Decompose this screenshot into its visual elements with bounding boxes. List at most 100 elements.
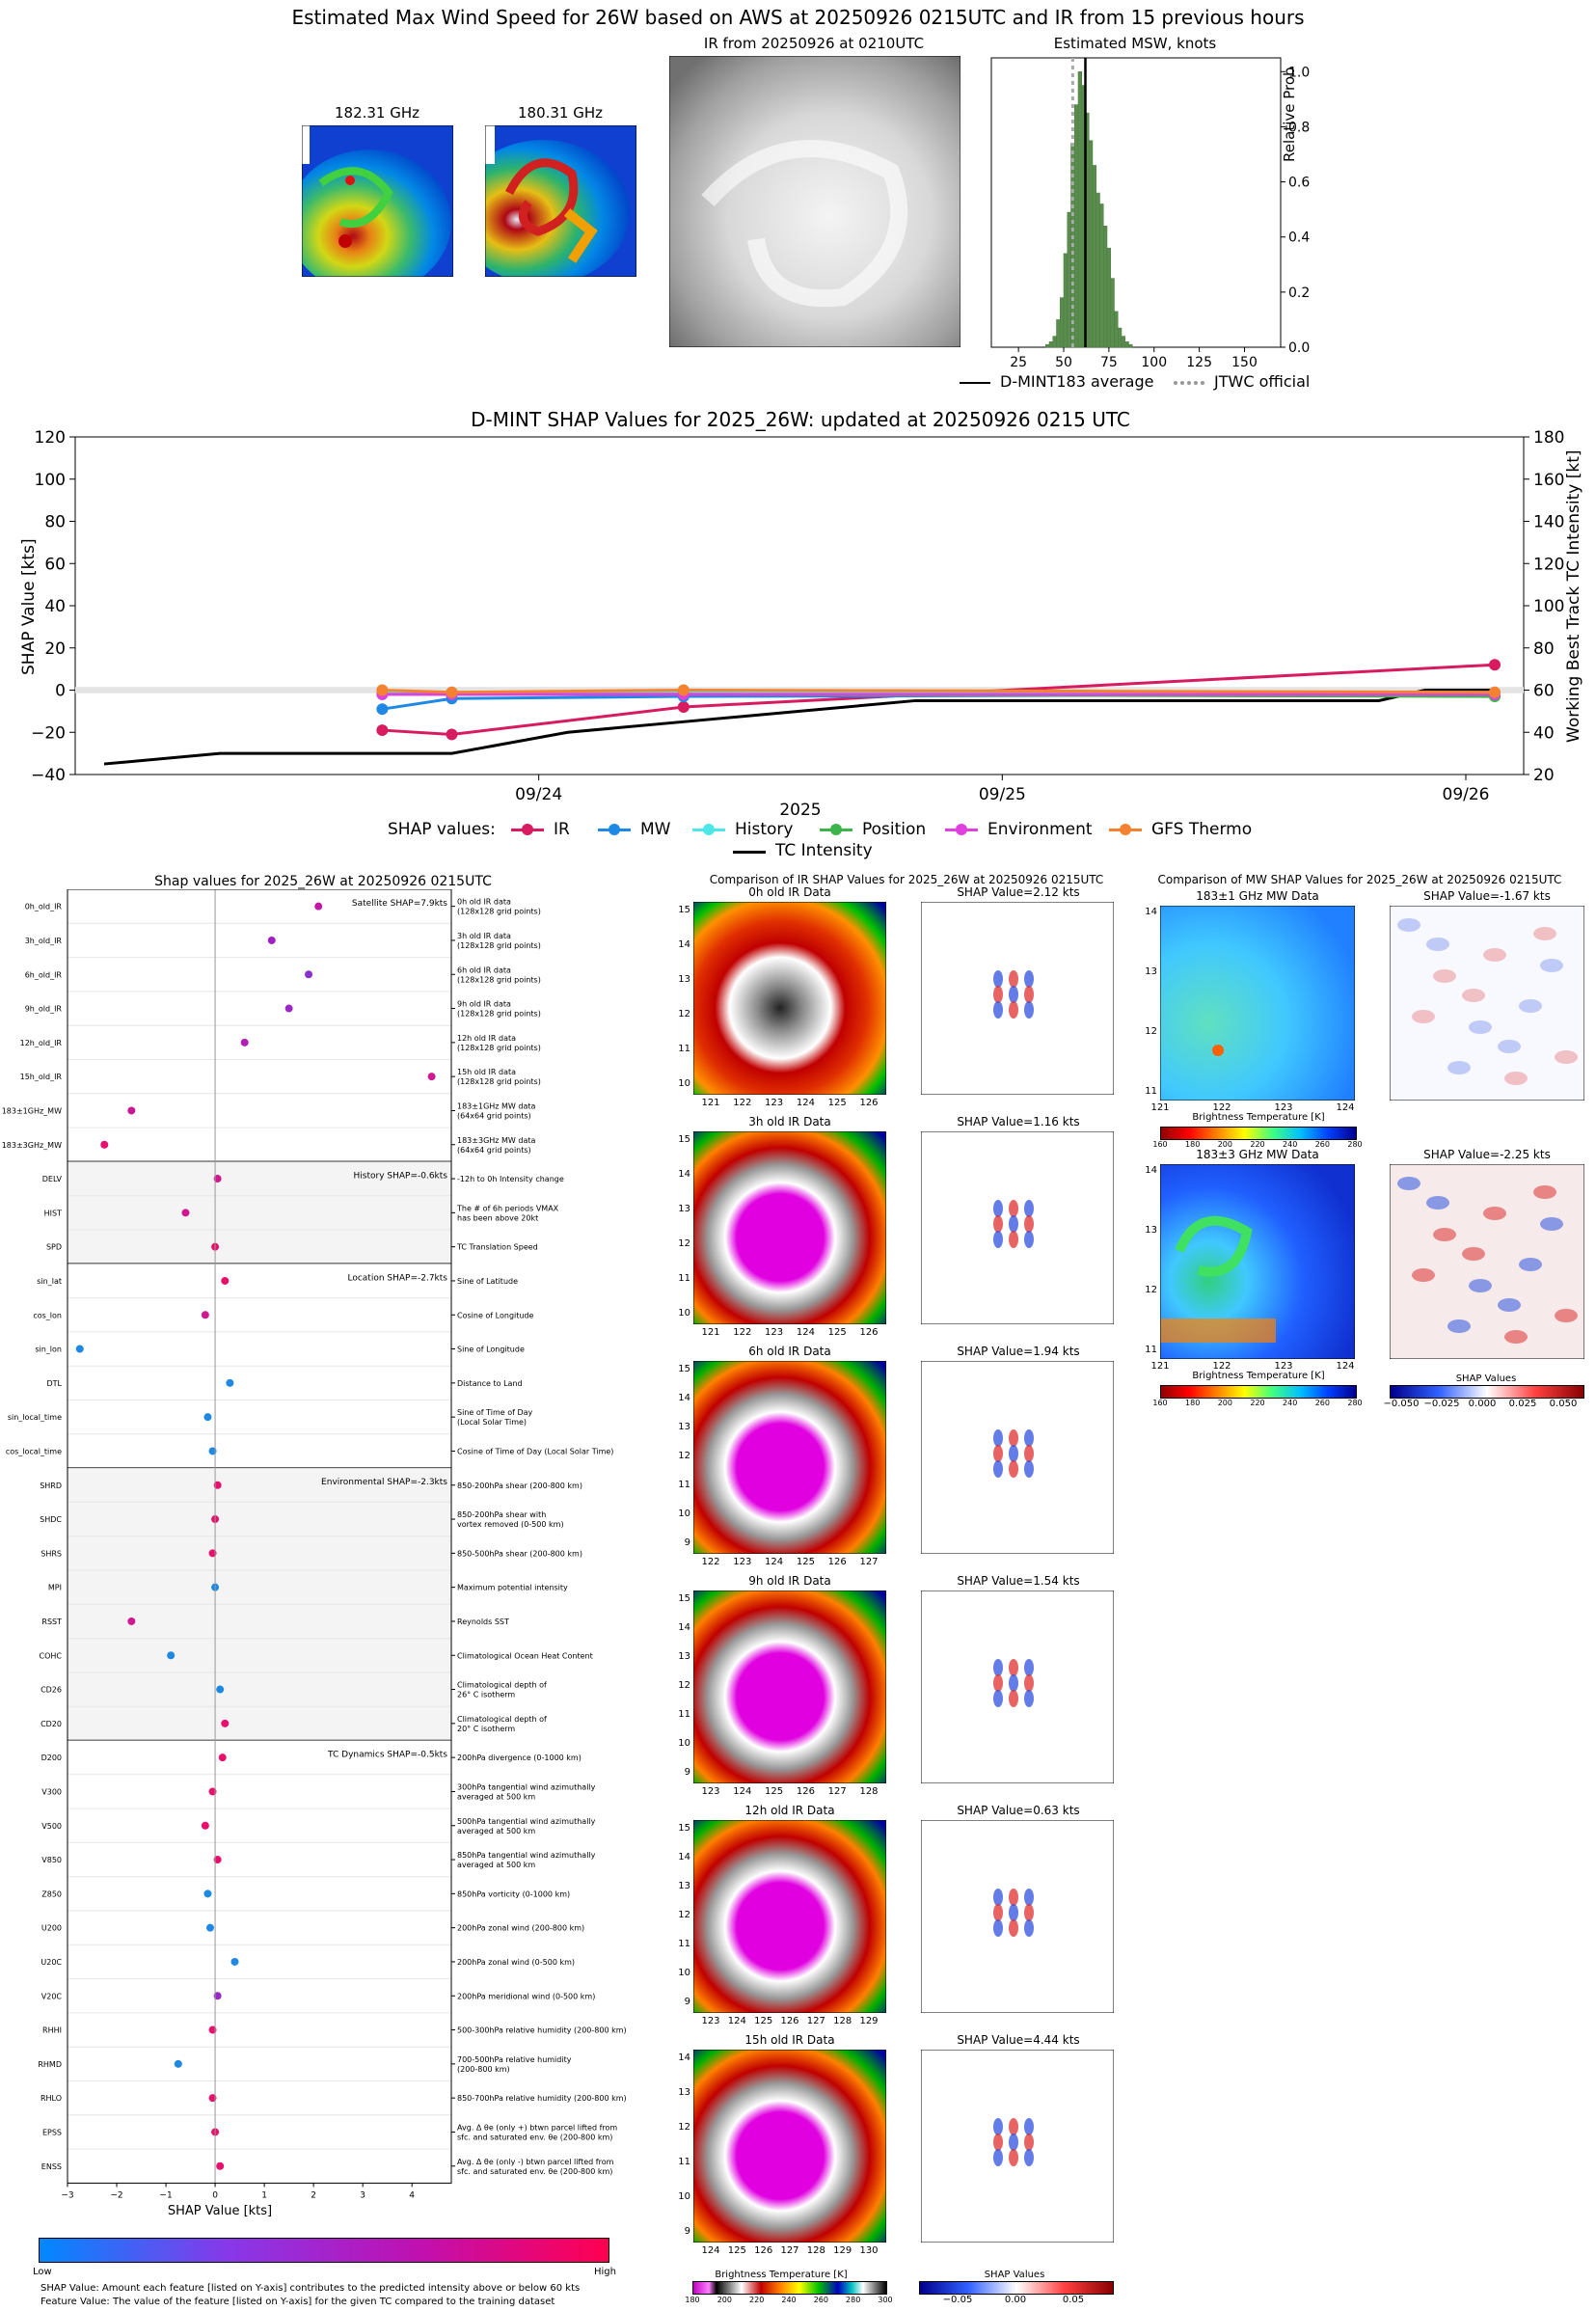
ir-ytick-label: 13 bbox=[678, 1881, 690, 1891]
series-point bbox=[376, 724, 389, 737]
ts-xtick-label: 09/26 bbox=[1443, 785, 1490, 804]
ir-xtick-label: 123 bbox=[701, 1786, 720, 1797]
mw-cbar-tick: 200 bbox=[1217, 1399, 1232, 1407]
feat-row-name: SHRD bbox=[40, 1482, 62, 1490]
feat-row-name: 9h_old_IR bbox=[25, 1005, 63, 1014]
series-point bbox=[1489, 659, 1501, 671]
ir-cmp-title: Comparison of IR SHAP Values for 2025_26… bbox=[709, 873, 1104, 886]
ts-y2tick-label: 160 bbox=[1533, 471, 1564, 490]
mw-ytick-label: 13 bbox=[1145, 1225, 1157, 1236]
feat-point bbox=[230, 1957, 239, 1966]
ir-ytick-label: 9 bbox=[684, 1767, 690, 1778]
ir-shap-cbar-tick: 0.05 bbox=[1062, 2295, 1085, 2305]
feat-point bbox=[216, 1685, 225, 1694]
feat-point bbox=[208, 2026, 217, 2034]
feat-row-desc: The # of 6h periods VMAX bbox=[456, 1204, 559, 1212]
ts-ytick-label: 0 bbox=[55, 682, 66, 701]
ir-data-panel bbox=[693, 2050, 886, 2243]
feat-row-name: U200 bbox=[41, 1924, 62, 1933]
hist-bar bbox=[1056, 319, 1061, 348]
ir-image-title: IR from 20250926 at 0210UTC bbox=[703, 35, 925, 52]
feat-row-desc: 0h old IR data bbox=[457, 898, 511, 907]
ir-xtick-label: 126 bbox=[796, 1786, 815, 1797]
mw-cbar-tick: 180 bbox=[1185, 1140, 1201, 1149]
series-point bbox=[446, 728, 458, 741]
ir-panel-title: 12h old IR Data bbox=[744, 1804, 835, 1817]
feat-point bbox=[221, 1276, 230, 1285]
hist-xtick-label: 50 bbox=[1055, 355, 1072, 370]
hist-xtick-label: 150 bbox=[1231, 355, 1258, 370]
hist-bar bbox=[1121, 336, 1125, 348]
ir-xtick-label: 124 bbox=[796, 1327, 815, 1338]
ir-xtick-label: 126 bbox=[780, 2016, 799, 2026]
ir-xtick-label: 123 bbox=[765, 1098, 784, 1108]
feat-point bbox=[127, 1617, 136, 1625]
series-point bbox=[1489, 686, 1501, 698]
ir-brightness-colorbar bbox=[692, 2281, 887, 2295]
mw-shap-panel bbox=[1390, 906, 1584, 1101]
ir-ytick-label: 13 bbox=[678, 1422, 690, 1432]
ts-ylabel: SHAP Value [kts] bbox=[19, 538, 39, 675]
feat-row-desc: 850hPa tangential wind azimuthally bbox=[457, 1851, 596, 1860]
ir-ytick-label: 15 bbox=[678, 905, 690, 915]
hist-bar bbox=[1063, 253, 1068, 348]
ir-shap-panel bbox=[921, 1361, 1114, 1554]
legend-label-gfs-thermo: GFS Thermo bbox=[1151, 820, 1253, 839]
mw-cbar-tick: 180 bbox=[1185, 1399, 1201, 1407]
msw-hist-title: Estimated MSW, knots bbox=[1053, 35, 1217, 52]
hist-bar bbox=[1060, 297, 1065, 348]
ir-panel-title: 6h old IR Data bbox=[748, 1345, 831, 1358]
feat-row-name: V300 bbox=[41, 1787, 62, 1796]
feat-point bbox=[167, 1651, 176, 1660]
legend-avg-label: D-MINT183 average bbox=[1000, 372, 1154, 391]
ts-ytick-label: 40 bbox=[44, 597, 66, 616]
ir-ytick-label: 10 bbox=[678, 1738, 690, 1749]
ir-xtick-label: 129 bbox=[833, 2245, 852, 2256]
ir-panel-title: 0h old IR Data bbox=[748, 885, 831, 899]
feat-row-name: SHRS bbox=[41, 1549, 62, 1558]
feat-row-desc: Sine of Longitude bbox=[457, 1346, 525, 1354]
feat-row-desc: 200hPa zonal wind (200-800 km) bbox=[457, 1924, 584, 1933]
mw-xtick-label: 122 bbox=[1212, 1361, 1231, 1372]
ts-y2tick-label: 80 bbox=[1533, 639, 1555, 659]
feat-row-desc: 200hPa meridional wind (0-500 km) bbox=[457, 1992, 595, 2000]
ir-cbar-title: Brightness Temperature [K] bbox=[715, 2270, 848, 2280]
mw-xtick-label: 122 bbox=[1212, 1102, 1231, 1113]
feat-row-desc: 15h old IR data bbox=[457, 1068, 516, 1076]
ir-ytick-label: 12 bbox=[678, 1680, 690, 1691]
ir-ytick-label: 10 bbox=[678, 2191, 690, 2202]
mw-xtick-label: 123 bbox=[1274, 1102, 1293, 1113]
ir-ytick-label: 10 bbox=[678, 1509, 690, 1519]
feat-row-desc: (128x128 grid points) bbox=[457, 1044, 541, 1052]
feat-row-name: RHHI bbox=[42, 2026, 62, 2035]
mw-shap-panel bbox=[1390, 1164, 1584, 1359]
ir-shap-panel-title: SHAP Value=1.16 kts bbox=[957, 1115, 1080, 1128]
feat-point bbox=[305, 970, 313, 979]
ir-ytick-label: 14 bbox=[678, 2053, 690, 2063]
ir-xtick-label: 125 bbox=[727, 2245, 746, 2256]
feat-row-desc: 3h old IR data bbox=[457, 932, 511, 940]
ir-ytick-label: 11 bbox=[678, 1939, 690, 1949]
feat-point bbox=[218, 1754, 227, 1762]
ir-xtick-label: 125 bbox=[827, 1098, 847, 1108]
mw-cbar-tick: 280 bbox=[1347, 1140, 1363, 1149]
ir-ytick-label: 13 bbox=[678, 2087, 690, 2098]
ts-y2tick-label: 100 bbox=[1533, 597, 1564, 616]
feat-group-bg bbox=[68, 1740, 451, 2184]
feat-row-desc: (128x128 grid points) bbox=[457, 975, 541, 984]
ir-xtick-label: 123 bbox=[733, 1557, 752, 1567]
feat-row-name: DTL bbox=[46, 1379, 62, 1388]
ir-ytick-label: 13 bbox=[678, 1651, 690, 1662]
feat-group-label: History SHAP=-0.6kts bbox=[354, 1171, 448, 1181]
feat-point bbox=[213, 1481, 222, 1489]
mw-xtick-label: 121 bbox=[1150, 1361, 1170, 1372]
feat-row-desc: Cosine of Longitude bbox=[457, 1311, 534, 1319]
feat-row-name: Z850 bbox=[41, 1890, 62, 1898]
mw-shap-cbar-tick: 0.000 bbox=[1468, 1399, 1497, 1409]
feat-footnote-1: SHAP Value: Amount each feature [listed … bbox=[41, 2283, 581, 2294]
series-line-ir bbox=[382, 663, 1496, 736]
feat-row-name: ENSS bbox=[41, 2162, 62, 2171]
feat-row-name: EPSS bbox=[42, 2128, 62, 2136]
feat-row-name: V850 bbox=[41, 1856, 62, 1864]
ir-xtick-label: 127 bbox=[780, 2245, 799, 2256]
